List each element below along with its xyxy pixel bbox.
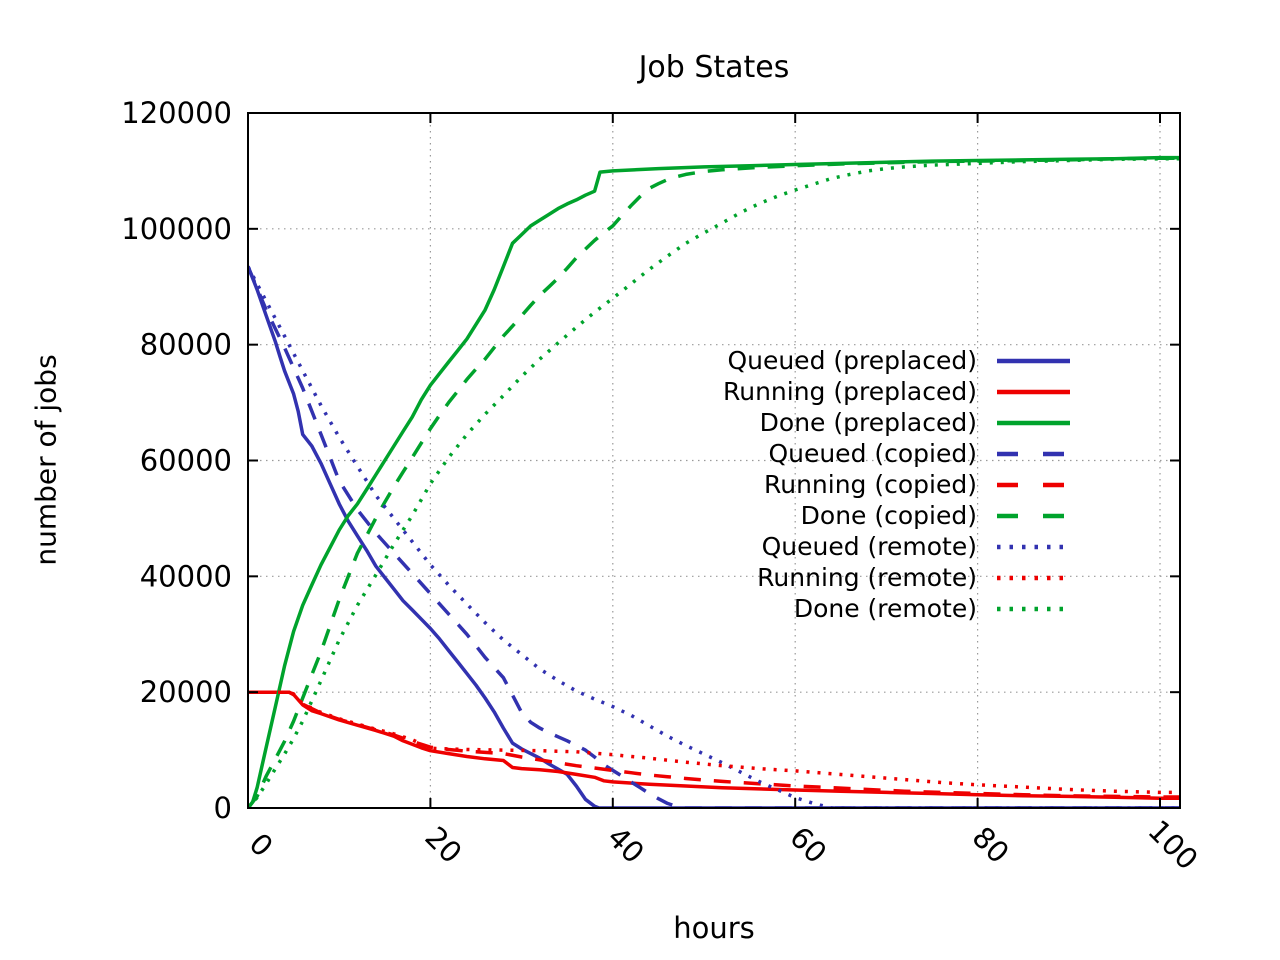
legend-line-sample (997, 513, 1070, 518)
legend-item-running-remote: Running (remote) (723, 562, 1070, 593)
y-tick-label-40000: 40000 (140, 559, 232, 593)
legend-label: Queued (copied) (768, 439, 977, 468)
legend-label: Done (preplaced) (759, 408, 977, 437)
tick-marks (247, 112, 1180, 809)
legend-line-sample (997, 575, 1070, 580)
legend-line-sample (997, 544, 1070, 549)
y-axis-title: number of jobs (29, 354, 63, 566)
legend-item-done-remote: Done (remote) (723, 593, 1070, 624)
legend-line-sample (997, 420, 1070, 425)
legend-line-sample (997, 389, 1070, 394)
series-line-running-remote (248, 690, 1180, 795)
legend-label: Done (copied) (800, 501, 977, 530)
legend-label: Queued (preplaced) (727, 346, 977, 375)
legend-label: Done (remote) (793, 594, 977, 623)
y-tick-label-120000: 120000 (121, 96, 232, 130)
legend-item-queued-copied: Queued (copied) (723, 438, 1070, 469)
legend-item-queued-preplaced: Queued (preplaced) (723, 345, 1070, 376)
legend-label: Running (remote) (757, 563, 977, 592)
legend-line-sample (997, 606, 1070, 611)
x-tick-label-40: 40 (601, 820, 651, 870)
y-tick-label-60000: 60000 (140, 444, 232, 478)
legend-item-queued-remote: Queued (remote) (723, 531, 1070, 562)
x-tick-label-60: 60 (783, 820, 833, 870)
legend-label: Queued (remote) (761, 532, 977, 561)
legend-line-sample (997, 451, 1070, 456)
y-tick-label-80000: 80000 (140, 328, 232, 362)
y-tick-label-20000: 20000 (140, 675, 232, 709)
legend-line-sample (997, 482, 1070, 487)
x-tick-label-0: 0 (243, 826, 280, 863)
series-group (248, 155, 1180, 808)
y-tick-labels: 0 20000 40000 60000 80000 100000 120000 (121, 96, 232, 825)
x-tick-label-20: 20 (418, 820, 468, 870)
x-tick-label-100: 100 (1141, 813, 1204, 876)
legend-item-done-preplaced: Done (preplaced) (723, 407, 1070, 438)
legend-item-done-copied: Done (copied) (723, 500, 1070, 531)
chart-title: Job States (638, 50, 790, 85)
legend-item-running-copied: Running (copied) (723, 469, 1070, 500)
legend-label: Running (preplaced) (722, 377, 977, 406)
series-line-done-preplaced (248, 155, 1180, 808)
legend-line-sample (997, 358, 1070, 363)
series-line-done-copied (248, 156, 1180, 808)
series-line-running-copied (248, 690, 1180, 799)
legend: Queued (preplaced) Running (preplaced) Don… (723, 345, 1070, 624)
series-line-queued-copied (248, 265, 1180, 808)
x-tick-label-80: 80 (966, 820, 1016, 870)
y-tick-label-100000: 100000 (121, 212, 232, 246)
x-tick-labels: 0 20 40 60 80 100 (243, 813, 1205, 876)
x-axis-title: hours (673, 911, 755, 945)
legend-label: Running (copied) (763, 470, 977, 499)
y-tick-label-0: 0 (214, 791, 232, 825)
legend-item-running-preplaced: Running (preplaced) (723, 376, 1070, 407)
